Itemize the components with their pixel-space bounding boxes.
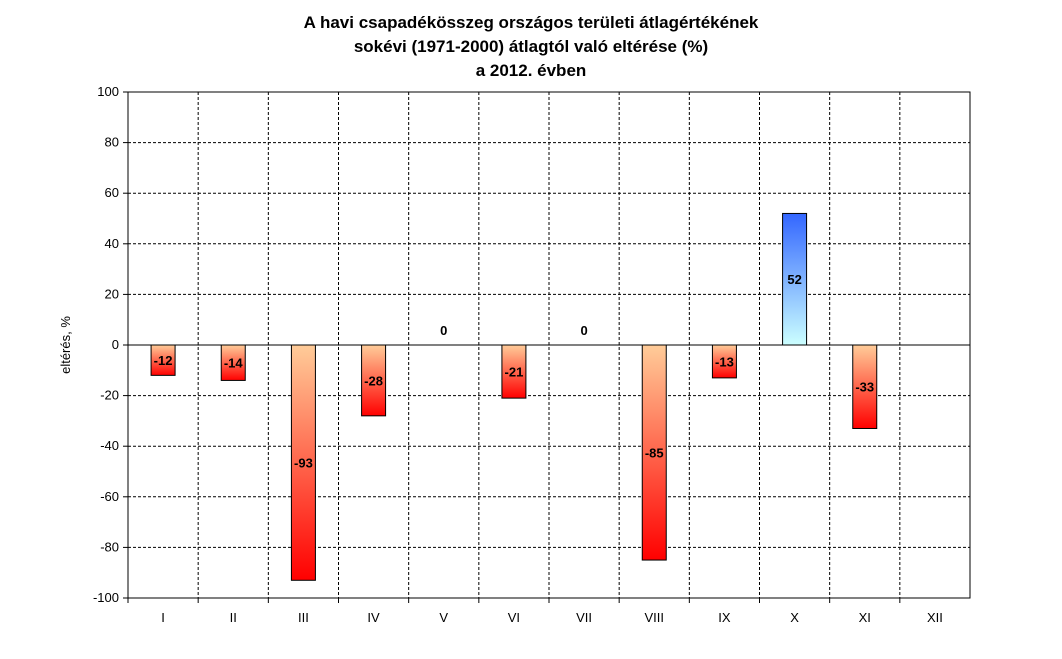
data-label-VI: -21 xyxy=(505,365,524,380)
data-label-X: 52 xyxy=(787,272,801,287)
x-tick-label: II xyxy=(230,610,237,625)
x-tick-label: I xyxy=(161,610,165,625)
bar-X xyxy=(782,212,808,346)
data-label-VII: 0 xyxy=(580,323,587,338)
x-tick-label: VIII xyxy=(644,610,664,625)
bar-II xyxy=(220,344,246,381)
y-tick-label: -80 xyxy=(100,539,119,554)
data-label-IV: -28 xyxy=(364,373,383,388)
y-tick-label: 0 xyxy=(112,337,119,352)
bar-VI xyxy=(501,344,527,399)
data-label-I: -12 xyxy=(154,353,173,368)
x-tick-label: III xyxy=(298,610,309,625)
y-tick-label: 60 xyxy=(105,185,119,200)
plot-border xyxy=(127,91,971,599)
y-tick-label: 100 xyxy=(97,84,119,99)
y-tick-label: 80 xyxy=(105,135,119,150)
x-tick-label: XI xyxy=(859,610,871,625)
x-tick-label: V xyxy=(439,610,448,625)
bars xyxy=(150,212,878,581)
x-tick-label: IV xyxy=(367,610,380,625)
y-tick-label: -20 xyxy=(100,388,119,403)
bar-I xyxy=(150,344,176,376)
x-tick-label: VI xyxy=(508,610,520,625)
y-tick-label: 40 xyxy=(105,236,119,251)
data-label-II: -14 xyxy=(224,356,244,371)
data-label-XI: -33 xyxy=(855,380,874,395)
chart-title-line-2: sokévi (1971-2000) átlagtól való eltérés… xyxy=(354,37,708,56)
y-tick-label: -60 xyxy=(100,489,119,504)
data-label-IX: -13 xyxy=(715,354,734,369)
bar-III xyxy=(290,344,316,581)
y-axis-label: eltérés, % xyxy=(58,316,73,374)
data-label-III: -93 xyxy=(294,456,313,471)
bar-VIII xyxy=(641,344,667,561)
chart-title-line-3: a 2012. évben xyxy=(476,61,587,80)
y-tick-label: -40 xyxy=(100,438,119,453)
bar-IX xyxy=(711,344,737,379)
y-tick-label: 20 xyxy=(105,286,119,301)
x-tick-label: IX xyxy=(718,610,731,625)
bar-XI xyxy=(852,344,878,429)
bar-IV xyxy=(361,344,387,417)
y-tick-label: -100 xyxy=(93,590,119,605)
chart-title-line-1: A havi csapadékösszeg országos területi … xyxy=(304,13,759,32)
x-tick-label: VII xyxy=(576,610,592,625)
x-tick-label: XII xyxy=(927,610,943,625)
data-labels: -12 -14 -93 -28 0 -21 0 -85 -13 52 -33 xyxy=(154,272,874,470)
data-label-V: 0 xyxy=(440,323,447,338)
x-tick-label: X xyxy=(790,610,799,625)
data-label-VIII: -85 xyxy=(645,446,664,461)
